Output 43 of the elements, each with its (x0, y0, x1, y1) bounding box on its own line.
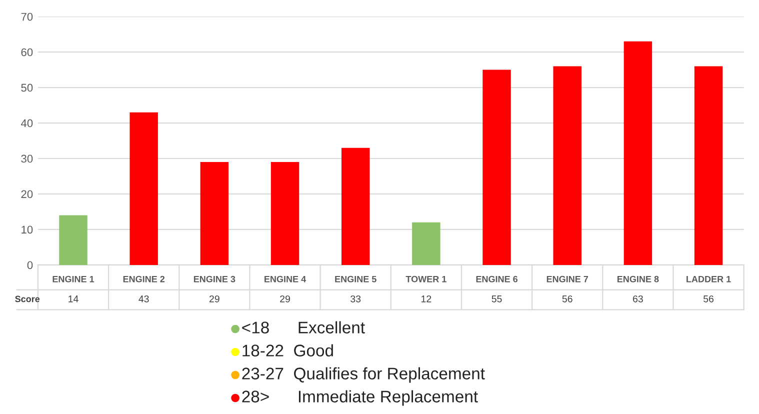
x-tick-label: ENGINE 7 (546, 276, 588, 282)
data-label: 63 (633, 295, 643, 302)
bar (130, 112, 158, 265)
x-tick-label: LADDER 1 (686, 276, 731, 282)
bar (624, 41, 652, 265)
x-tick-label: ENGINE 2 (123, 276, 165, 282)
data-label: 29 (210, 295, 220, 302)
data-label: 43 (138, 295, 149, 302)
y-tick-label: 20 (21, 190, 33, 198)
y-tick-label: 10 (22, 226, 33, 234)
y-tick-label: 30 (21, 154, 33, 163)
y-tick-label: 0 (27, 261, 33, 270)
bar (59, 215, 88, 265)
bar (270, 162, 300, 265)
text: Score (15, 296, 40, 302)
data-label: 29 (280, 295, 290, 302)
x-tick-label: TOWER 1 (406, 276, 446, 282)
y-tick-label: 60 (21, 48, 33, 56)
x-tick-label: ENGINE 1 (52, 276, 94, 282)
y-tick-label: 50 (21, 84, 33, 92)
data-label: 14 (68, 296, 78, 302)
data-label: 56 (704, 295, 714, 302)
y-tick-label: 40 (20, 119, 33, 128)
x-tick-label: ENGINE 3 (194, 276, 236, 282)
text: 18-22 Good (242, 344, 333, 356)
data-label: 12 (422, 295, 432, 302)
bar (200, 162, 229, 265)
text: 23-27 Qualifies for Replacement (242, 367, 485, 383)
x-tick-label: ENGINE 6 (476, 276, 518, 282)
data-label: 33 (350, 295, 361, 302)
bar (482, 70, 511, 265)
bar (553, 66, 582, 265)
data-label: 55 (492, 296, 502, 302)
x-tick-label: ENGINE 8 (617, 276, 659, 282)
bar (341, 148, 370, 265)
text: 28> Immediate Replacement (242, 390, 478, 406)
bar (412, 222, 440, 265)
x-tick-label: ENGINE 4 (264, 276, 306, 282)
y-tick-label: 70 (21, 12, 33, 21)
x-tick-label: ENGINE 5 (335, 276, 376, 282)
bar (694, 66, 723, 265)
data-label: 56 (562, 295, 572, 302)
text: <18 Excellent (242, 321, 365, 334)
